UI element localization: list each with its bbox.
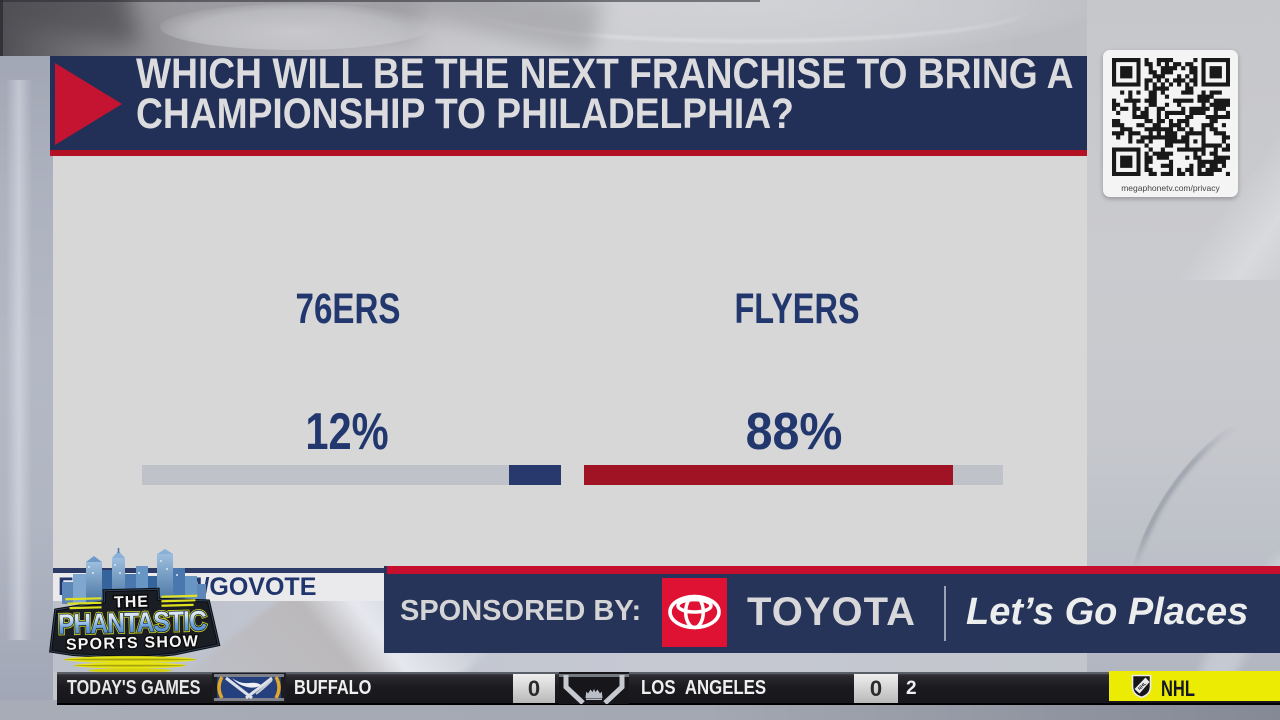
svg-text:NHL: NHL (1137, 681, 1147, 691)
svg-text:SPORTS SHOW: SPORTS SHOW (66, 633, 200, 653)
svg-text:THE: THE (114, 594, 149, 612)
svg-text:PHANTASTIC: PHANTASTIC (58, 605, 208, 641)
svg-text:PHANTASTIC: PHANTASTIC (58, 605, 208, 641)
